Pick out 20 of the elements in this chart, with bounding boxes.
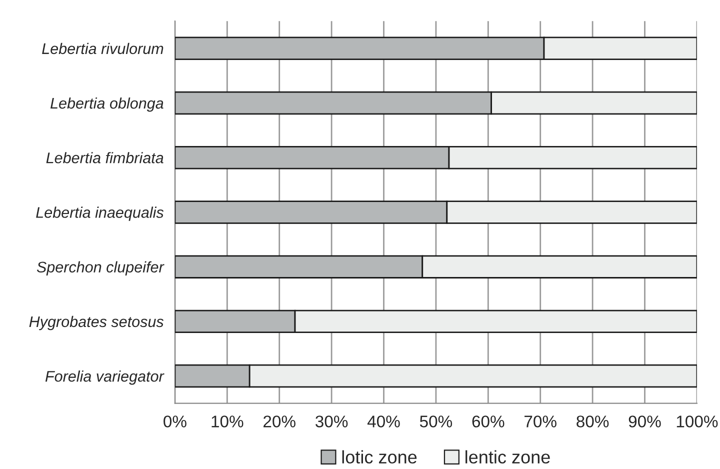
y-tick-label: Hygrobates setosus [29,316,164,330]
x-tick-label: 70% [524,416,556,428]
legend-label: lentic zone [466,450,550,464]
legend-label: lotic zone [342,450,417,464]
x-tick-label: 0% [164,416,186,428]
x-tick-label: 10% [212,416,244,428]
x-tick-label: 60% [472,416,504,428]
x-tick-label: 100% [676,416,718,428]
x-tick-label: 80% [576,416,609,428]
x-tick-label: 20% [264,416,296,428]
y-tick-label: Sperchon clupeifer [36,261,164,276]
y-tick-label: Lebertia rivulorum [42,42,164,54]
y-tick-label: Lebertia inaequalis [36,206,164,221]
x-tick-label: 30% [316,416,348,428]
y-tick-label: Lebertia oblonga [50,97,164,112]
y-tick-label: Lebertia fimbriata [46,152,164,164]
x-tick-label: 90% [628,416,661,428]
x-tick-label: 50% [420,416,452,428]
y-tick-label: Forelia variegator [45,370,164,385]
x-tick-label: 40% [367,416,400,428]
